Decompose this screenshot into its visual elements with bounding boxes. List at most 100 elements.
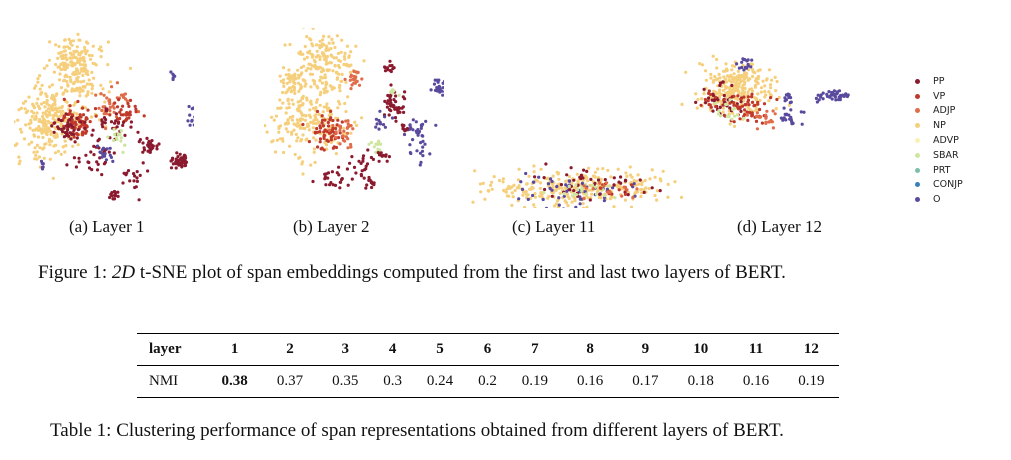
scatter-point <box>736 97 740 101</box>
scatter-point <box>369 140 373 145</box>
scatter-point <box>303 84 307 88</box>
scatter-point <box>352 77 356 82</box>
scatter-point <box>344 80 348 84</box>
scatter-point <box>762 102 767 106</box>
scatter-point <box>322 136 326 140</box>
scatter-point <box>599 186 603 190</box>
scatter-point <box>54 93 58 97</box>
scatter-point <box>63 38 67 42</box>
scatter-point <box>59 119 63 123</box>
scatter-point <box>612 183 616 187</box>
scatter-point <box>334 152 338 156</box>
scatter-point <box>666 195 670 199</box>
scatter-point <box>729 80 734 84</box>
scatter-point <box>745 66 749 70</box>
tsne-plot-layer-2 <box>264 28 444 208</box>
legend-marker <box>915 108 920 114</box>
scatter-point <box>648 177 652 181</box>
scatter-point <box>305 35 309 39</box>
scatter-point <box>349 73 353 77</box>
scatter-point <box>92 153 96 157</box>
table-header-row: layer 1 2 3 4 5 6 7 8 9 10 11 12 <box>137 333 839 366</box>
legend-item-vp: VP <box>912 89 963 104</box>
scatter-point <box>284 127 288 131</box>
scatter-point <box>348 78 352 82</box>
scatter-point <box>338 186 342 190</box>
scatter-point <box>122 171 126 175</box>
scatter-point <box>284 73 288 77</box>
scatter-point <box>14 143 17 147</box>
scatter-point <box>117 98 121 102</box>
scatter-point <box>658 177 662 181</box>
scatter-point <box>325 102 329 106</box>
scatter-point <box>616 167 620 171</box>
scatter-point <box>740 65 744 70</box>
scatter-point <box>68 56 72 60</box>
tsne-plot-layer-11 <box>470 28 690 208</box>
scatter-point <box>279 79 283 83</box>
scatter-point <box>81 113 86 117</box>
scatter-point <box>80 50 84 54</box>
scatter-point <box>264 124 267 128</box>
scatter-point <box>318 103 322 107</box>
scatter-point <box>524 190 528 194</box>
scatter-point <box>62 97 66 101</box>
scatter-point <box>293 81 297 86</box>
scatter-point <box>40 161 44 166</box>
scatter-point <box>121 150 125 154</box>
scatter-point <box>46 126 51 130</box>
scatter-point <box>301 78 305 82</box>
scatter-point <box>110 194 114 198</box>
scatter-point <box>57 127 61 131</box>
scatter-point <box>557 177 561 181</box>
scatter-point <box>746 95 750 99</box>
scatter-point <box>582 184 586 188</box>
scatter-point <box>596 167 600 171</box>
scatter-point <box>303 44 307 49</box>
scatter-point <box>292 128 296 132</box>
scatter-point <box>301 160 305 164</box>
scatter-point <box>84 106 88 110</box>
scatter-point <box>492 175 496 179</box>
scatter-point <box>730 83 734 88</box>
scatter-point <box>521 193 525 197</box>
scatter-point <box>564 179 568 183</box>
scatter-point <box>409 151 413 156</box>
scatter-point <box>308 37 312 41</box>
nmi-value-layer-11: 0.16 <box>742 373 770 389</box>
scatter-point <box>320 81 324 85</box>
scatter-point <box>585 169 589 173</box>
scatter-point <box>274 114 278 118</box>
scatter-point <box>765 77 769 81</box>
header-layer-3: 3 <box>341 341 349 357</box>
scatter-point <box>134 107 138 111</box>
scatter-point <box>378 122 383 126</box>
scatter-point <box>84 50 88 54</box>
scatter-point <box>18 159 22 163</box>
scatter-point <box>816 93 820 97</box>
scatter-point <box>100 173 104 177</box>
scatter-point <box>113 193 118 197</box>
scatter-point <box>528 187 532 191</box>
scatter-point <box>314 106 318 110</box>
scatter-point <box>295 139 299 143</box>
scatter-point <box>738 117 742 121</box>
scatter-point <box>71 144 75 148</box>
scatter-point <box>69 137 73 141</box>
scatter-point <box>293 72 297 76</box>
scatter-point <box>42 124 46 128</box>
scatter-point <box>345 126 349 130</box>
scatter-point <box>301 172 305 176</box>
scatter-point <box>90 54 94 58</box>
scatter-point <box>65 163 69 167</box>
scatter-point <box>102 116 107 120</box>
scatter-point <box>784 93 788 97</box>
scatter-point <box>582 197 586 201</box>
scatter-point <box>66 84 70 88</box>
scatter-point <box>78 52 82 56</box>
scatter-point <box>108 109 112 113</box>
scatter-point <box>419 141 423 145</box>
tsne-plot-layer-1 <box>14 28 194 208</box>
legend-item-pp: PP <box>912 74 963 89</box>
scatter-point <box>374 142 378 146</box>
